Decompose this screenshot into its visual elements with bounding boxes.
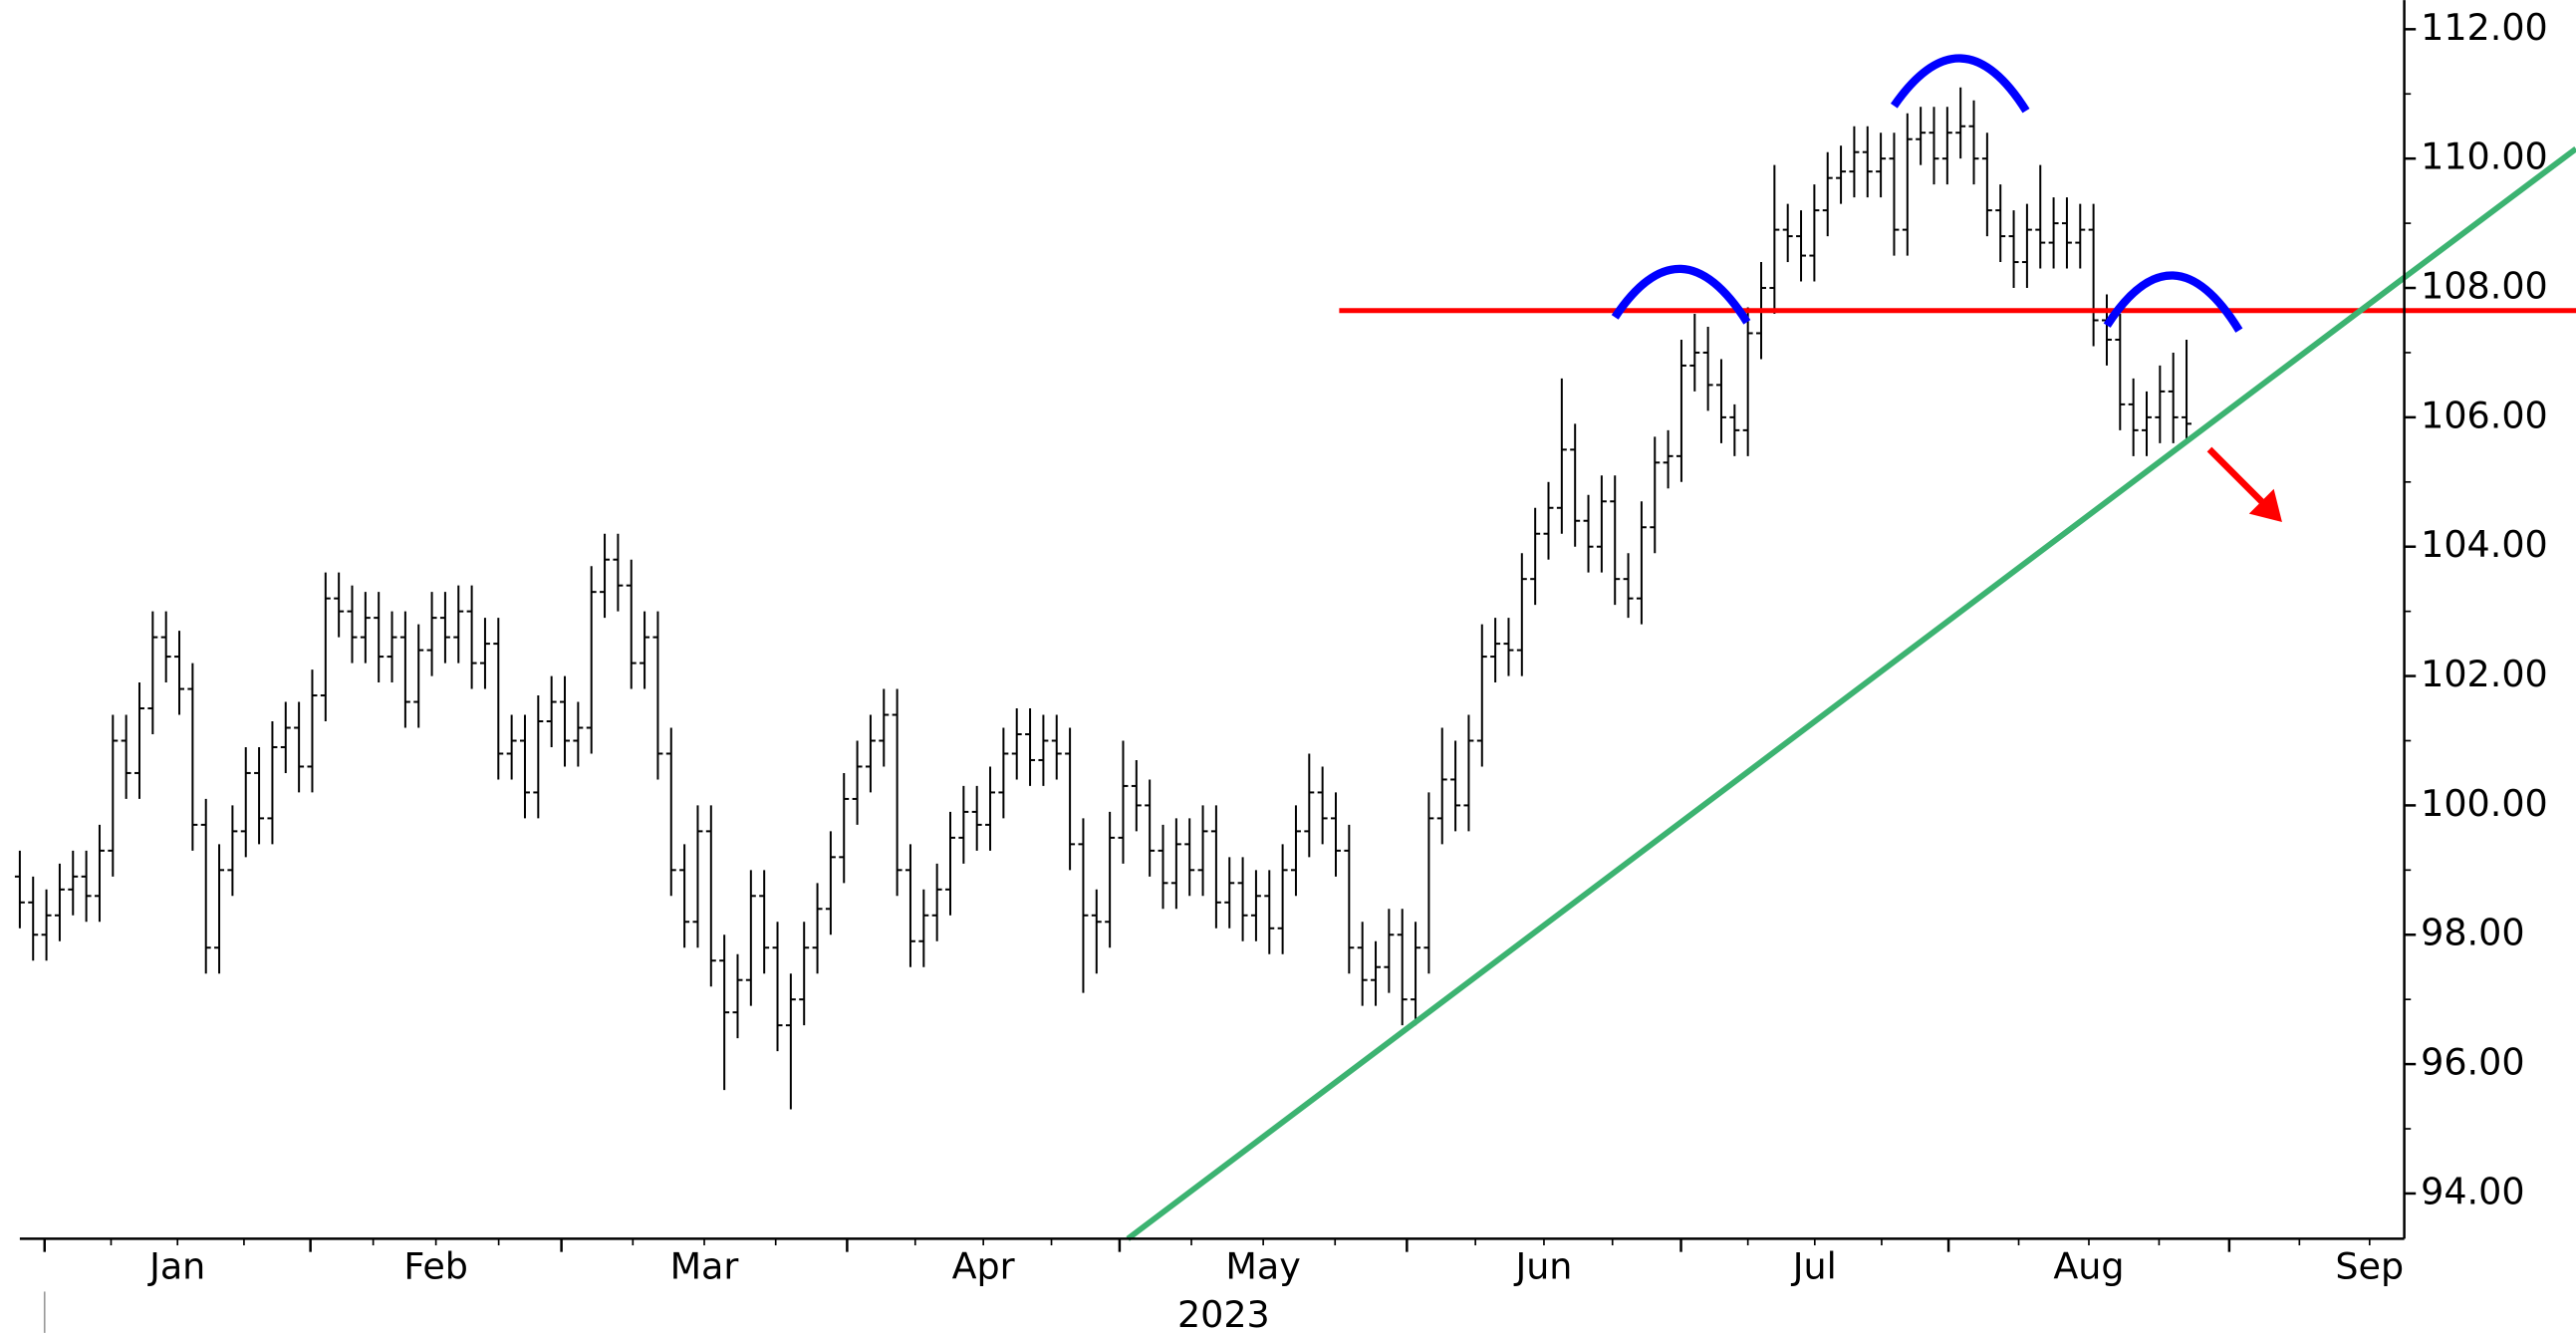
x-tick-label: Apr <box>952 1245 1015 1288</box>
left-shoulder <box>1611 264 1751 325</box>
y-tick-label: 106.00 <box>2421 394 2548 436</box>
x-tick-label: Jul <box>1791 1245 1837 1288</box>
y-tick-label: 108.00 <box>2421 265 2548 308</box>
x-tick-label: Aug <box>2053 1245 2124 1288</box>
arrow-shaft <box>2206 446 2268 508</box>
year-label: 2023 <box>1177 1293 1270 1333</box>
y-tick-label: 104.00 <box>2421 523 2548 566</box>
y-tick-label: 102.00 <box>2421 653 2548 695</box>
x-tick-label: May <box>1225 1245 1300 1288</box>
y-tick-label: 112.00 <box>2421 6 2548 49</box>
price-bars <box>14 87 2192 1110</box>
y-tick-label: 96.00 <box>2421 1041 2524 1084</box>
trend-line-extension <box>2402 145 2576 280</box>
y-tick-label: 98.00 <box>2421 912 2524 954</box>
arrow-head <box>2248 488 2282 522</box>
right-shoulder <box>2103 271 2243 333</box>
x-tick-label: Jun <box>1513 1245 1572 1288</box>
y-tick-label: 94.00 <box>2421 1170 2524 1212</box>
y-tick-label: 110.00 <box>2421 135 2548 178</box>
head <box>1890 54 2030 114</box>
x-tick-label: Feb <box>403 1245 468 1288</box>
x-tick-label: Sep <box>2335 1245 2404 1288</box>
x-tick-label: Jan <box>147 1245 205 1288</box>
x-tick-label: Mar <box>670 1245 739 1288</box>
y-tick-label: 100.00 <box>2421 782 2548 825</box>
trend-line <box>1126 275 2407 1241</box>
